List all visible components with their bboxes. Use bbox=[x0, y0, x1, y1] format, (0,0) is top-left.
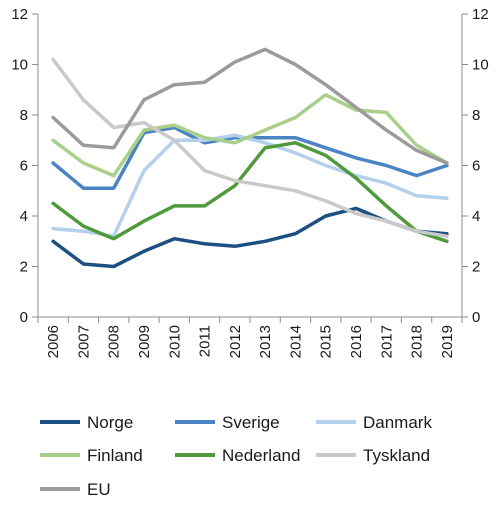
x-tick-label: 2006 bbox=[45, 325, 62, 358]
y-tick-label-left: 6 bbox=[20, 158, 28, 175]
legend-label-eu: EU bbox=[87, 480, 111, 499]
x-tick-label: 2011 bbox=[197, 325, 214, 357]
legend-label-danmark: Danmark bbox=[363, 413, 432, 432]
y-tick-label-left: 4 bbox=[20, 208, 28, 225]
series-line-tyskland bbox=[51, 57, 449, 238]
x-tick-label: 2009 bbox=[136, 325, 153, 358]
x-tick-label: 2013 bbox=[257, 325, 274, 358]
y-tick-label-left: 0 bbox=[20, 309, 28, 326]
series-line-eu bbox=[51, 47, 449, 165]
y-tick-label-right: 12 bbox=[472, 6, 489, 23]
x-tick-label: 2007 bbox=[75, 325, 92, 358]
series-line-finland bbox=[51, 93, 449, 178]
x-tick-label: 2018 bbox=[409, 325, 426, 358]
y-tick-label-right: 8 bbox=[472, 107, 480, 124]
y-tick-label-right: 6 bbox=[472, 158, 480, 175]
legend-label-tyskland: Tyskland bbox=[363, 446, 430, 465]
legend-label-nederland: Nederland bbox=[222, 446, 300, 465]
x-tick-label: 2008 bbox=[106, 325, 123, 358]
y-tick-label-right: 0 bbox=[472, 309, 480, 326]
y-tick-label-right: 10 bbox=[472, 57, 489, 74]
legend-label-finland: Finland bbox=[87, 446, 143, 465]
series-line-danmark bbox=[51, 133, 449, 238]
x-tick-label: 2016 bbox=[348, 325, 365, 358]
x-tick-label: 2012 bbox=[227, 325, 244, 358]
legend-label-sverige: Sverige bbox=[222, 413, 280, 432]
y-tick-label-left: 2 bbox=[20, 259, 28, 276]
series-lines bbox=[51, 47, 449, 269]
y-tick-label-left: 10 bbox=[11, 57, 28, 74]
x-tick-label: 2010 bbox=[166, 325, 183, 358]
y-tick-label-right: 2 bbox=[472, 259, 480, 276]
series-line-nederland bbox=[51, 141, 449, 244]
y-tick-label-right: 4 bbox=[472, 208, 480, 225]
y-tick-label-left: 8 bbox=[20, 107, 28, 124]
y-tick-label-left: 12 bbox=[11, 6, 28, 23]
x-tick-label: 2015 bbox=[318, 325, 335, 358]
x-tick-label: 2019 bbox=[439, 325, 456, 358]
legend: Norge Sverige Danmark Finland Nederland Tyskl… bbox=[40, 413, 432, 499]
axes: 0 0 2 2 4 4 6 6 8 8 10 10 12 12 2006 2007 2008 2009 2010 20… bbox=[11, 6, 488, 358]
x-tick-label: 2017 bbox=[378, 325, 395, 358]
x-tick-label: 2014 bbox=[287, 325, 304, 358]
legend-label-norge: Norge bbox=[87, 413, 133, 432]
